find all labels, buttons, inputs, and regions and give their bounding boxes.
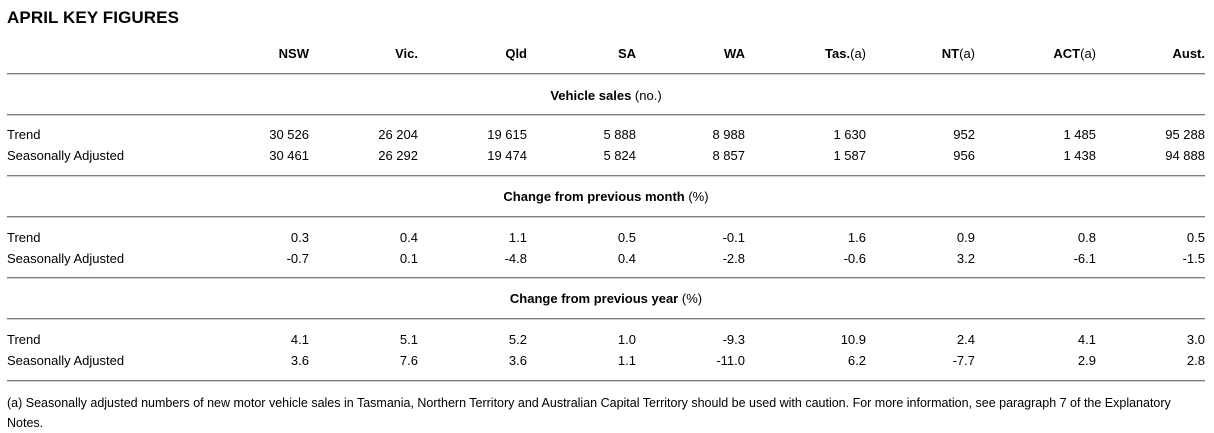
table-cell: 8 988 <box>712 127 745 142</box>
table-cell: 0.1 <box>399 251 418 266</box>
divider <box>7 318 1205 319</box>
table-cell: 5.2 <box>508 332 527 347</box>
table-cell: 1.6 <box>847 230 866 245</box>
divider <box>7 380 1205 381</box>
table-cell: -0.1 <box>722 230 745 245</box>
table-cell: 30 526 <box>269 127 309 142</box>
column-header-aust: Aust. <box>1172 46 1206 61</box>
column-header-wa: WA <box>724 46 745 61</box>
table-cell: 19 615 <box>487 127 527 142</box>
table-cell: 1 630 <box>833 127 866 142</box>
table-row: Seasonally Adjusted -0.7 0.1 -4.8 0.4 -2… <box>0 249 1214 269</box>
table-cell: 4.1 <box>290 332 309 347</box>
divider <box>7 73 1205 74</box>
table-cell: 94 888 <box>1165 148 1205 163</box>
page-title: APRIL KEY FIGURES <box>7 8 180 27</box>
table-cell: 0.4 <box>617 251 636 266</box>
column-header-sa: SA <box>617 46 636 61</box>
divider <box>7 277 1205 278</box>
table-cell: 3.6 <box>290 353 309 368</box>
footnote: (a) Seasonally adjusted numbers of new m… <box>7 396 1171 430</box>
section-heading-change-year: Change from previous year (%) <box>509 291 703 306</box>
row-label: Trend <box>7 332 41 347</box>
table-cell: 8 857 <box>712 148 745 163</box>
table-cell: 26 204 <box>378 127 418 142</box>
column-header-nsw: NSW <box>278 46 309 61</box>
table-cell: 1 587 <box>833 148 866 163</box>
table-row: Trend 4.1 5.1 5.2 1.0 -9.3 10.9 2.4 4.1 … <box>0 330 1214 350</box>
table-cell: -2.8 <box>722 251 745 266</box>
table-cell: 2.8 <box>1186 353 1205 368</box>
table-cell: -7.7 <box>952 353 975 368</box>
table-cell: 10.9 <box>840 332 866 347</box>
row-label: Seasonally Adjusted <box>7 148 125 163</box>
table-cell: -0.6 <box>843 251 866 266</box>
table-cell: 1.0 <box>617 332 636 347</box>
table-cell: 952 <box>953 127 975 142</box>
row-label: Trend <box>7 230 41 245</box>
table-cell: 5 888 <box>603 127 636 142</box>
column-header-qld: Qld <box>505 46 527 61</box>
table-cell: 4.1 <box>1077 332 1096 347</box>
table-cell: 26 292 <box>378 148 418 163</box>
table-cell: 3.0 <box>1186 332 1205 347</box>
divider <box>7 216 1205 217</box>
table-cell: 0.9 <box>956 230 975 245</box>
column-header-nt: NT(a) <box>941 46 975 61</box>
table-cell: 3.2 <box>956 251 975 266</box>
table-cell: 1.1 <box>617 353 636 368</box>
table-cell: -0.7 <box>286 251 309 266</box>
table-cell: 6.2 <box>847 353 866 368</box>
column-header-tas: Tas.(a) <box>825 46 866 61</box>
row-label: Trend <box>7 127 41 142</box>
section-heading-vehicle-sales: Vehicle sales (no.) <box>550 88 662 103</box>
table-cell: 5.1 <box>399 332 418 347</box>
table-cell: 1.1 <box>508 230 527 245</box>
table-cell: -4.8 <box>504 251 527 266</box>
column-header-act: ACT(a) <box>1053 46 1096 61</box>
table-cell: 0.8 <box>1077 230 1096 245</box>
table-cell: 19 474 <box>487 148 527 163</box>
divider <box>7 175 1205 176</box>
table-cell: -1.5 <box>1182 251 1205 266</box>
table-cell: 1 438 <box>1063 148 1096 163</box>
table-cell: 0.4 <box>399 230 418 245</box>
table-row: Trend 0.3 0.4 1.1 0.5 -0.1 1.6 0.9 0.8 0… <box>0 228 1214 248</box>
table-cell: -6.1 <box>1073 251 1096 266</box>
table-cell: 7.6 <box>399 353 418 368</box>
column-header-row: NSW Vic. Qld SA WA Tas.(a) NT(a) ACT(a) … <box>0 44 1214 64</box>
table-row: Seasonally Adjusted 3.6 7.6 3.6 1.1 -11.… <box>0 351 1214 371</box>
table-cell: 2.9 <box>1077 353 1096 368</box>
table-cell: 3.6 <box>508 353 527 368</box>
divider <box>7 114 1205 115</box>
table-cell: 956 <box>953 148 975 163</box>
row-label: Seasonally Adjusted <box>7 353 125 368</box>
table-cell: -9.3 <box>722 332 745 347</box>
table-cell: 0.5 <box>617 230 636 245</box>
column-header-vic: Vic. <box>395 46 418 61</box>
table-cell: 1 485 <box>1063 127 1096 142</box>
table-row: Seasonally Adjusted 30 461 26 292 19 474… <box>0 146 1214 166</box>
table-cell: 0.5 <box>1186 230 1205 245</box>
table-cell: -11.0 <box>716 353 745 368</box>
table-cell: 30 461 <box>269 148 309 163</box>
table-cell: 5 824 <box>603 148 636 163</box>
table-row: Trend 30 526 26 204 19 615 5 888 8 988 1… <box>0 125 1214 145</box>
row-label: Seasonally Adjusted <box>7 251 125 266</box>
table-cell: 2.4 <box>956 332 975 347</box>
table-cell: 0.3 <box>290 230 309 245</box>
section-heading-change-month: Change from previous month (%) <box>503 189 709 204</box>
table-cell: 95 288 <box>1165 127 1205 142</box>
